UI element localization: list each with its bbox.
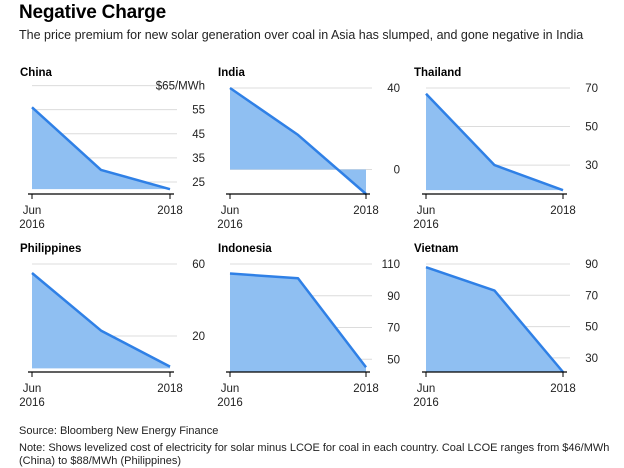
vietnam-y-tick-label: 70 bbox=[585, 290, 598, 302]
india-panel-title: India bbox=[218, 67, 245, 79]
indonesia-y-tick-label: 70 bbox=[387, 323, 400, 335]
footnote: Note: Shows levelized cost of electricit… bbox=[19, 442, 619, 468]
indonesia-panel-title: Indonesia bbox=[218, 243, 272, 255]
china-y-tick-label: 55 bbox=[192, 105, 205, 117]
vietnam-y-tick-label: 50 bbox=[585, 322, 598, 334]
india-x-tick-label: Jun bbox=[221, 205, 240, 217]
india-area bbox=[230, 88, 366, 194]
indonesia-y-tick-label: 50 bbox=[387, 354, 400, 366]
thailand-x-tick-label: Jun bbox=[417, 205, 436, 217]
china-y-tick-label: 35 bbox=[192, 153, 205, 165]
vietnam-x-tick-label: Jun bbox=[417, 383, 436, 395]
thailand-area bbox=[426, 94, 563, 190]
indonesia-x-tick-label: 2018 bbox=[353, 383, 379, 395]
china-panel-title: China bbox=[20, 67, 53, 79]
philippines-y-tick-label: 60 bbox=[192, 259, 205, 271]
philippines-x-tick-label: 2018 bbox=[157, 383, 183, 395]
vietnam-y-tick-label: 90 bbox=[585, 259, 598, 271]
philippines-x-tick-label: Jun bbox=[23, 383, 42, 395]
vietnam-area bbox=[426, 267, 563, 372]
china-x-tick-label: 2018 bbox=[157, 205, 183, 217]
philippines-y-tick-label: 20 bbox=[192, 331, 205, 343]
thailand-y-tick-label: 30 bbox=[585, 160, 598, 172]
vietnam-panel-title: Vietnam bbox=[414, 243, 459, 255]
indonesia-y-tick-label: 90 bbox=[387, 291, 400, 303]
thailand-x-tick-label: 2016 bbox=[413, 219, 439, 231]
india-x-tick-label: 2018 bbox=[353, 205, 379, 217]
indonesia-area bbox=[230, 274, 366, 372]
indonesia-x-tick-label: Jun bbox=[221, 383, 240, 395]
china-y-tick-label: 45 bbox=[192, 129, 205, 141]
india-x-tick-label: 2016 bbox=[217, 219, 243, 231]
thailand-x-tick-label: 2018 bbox=[550, 205, 576, 217]
indonesia-y-tick-label: 110 bbox=[382, 259, 400, 271]
vietnam-y-tick-label: 30 bbox=[585, 353, 598, 365]
vietnam-x-tick-label: 2016 bbox=[413, 397, 439, 409]
china-y-tick-label: $65/MWh bbox=[156, 81, 205, 93]
philippines-x-tick-label: 2016 bbox=[19, 397, 45, 409]
thailand-y-tick-label: 50 bbox=[585, 122, 598, 134]
source-note: Source: Bloomberg New Energy Finance bbox=[19, 425, 218, 437]
thailand-panel-title: Thailand bbox=[414, 67, 461, 79]
philippines-area bbox=[32, 273, 170, 368]
vietnam-x-tick-label: 2018 bbox=[550, 383, 576, 395]
philippines-panel-title: Philippines bbox=[20, 243, 81, 255]
china-area bbox=[32, 107, 170, 189]
india-y-tick-label: 0 bbox=[394, 165, 400, 177]
china-x-tick-label: 2016 bbox=[19, 219, 45, 231]
thailand-y-tick-label: 70 bbox=[585, 83, 598, 95]
india-y-tick-label: 40 bbox=[387, 83, 400, 95]
indonesia-x-tick-label: 2016 bbox=[217, 397, 243, 409]
china-x-tick-label: Jun bbox=[23, 205, 42, 217]
china-y-tick-label: 25 bbox=[192, 177, 205, 189]
